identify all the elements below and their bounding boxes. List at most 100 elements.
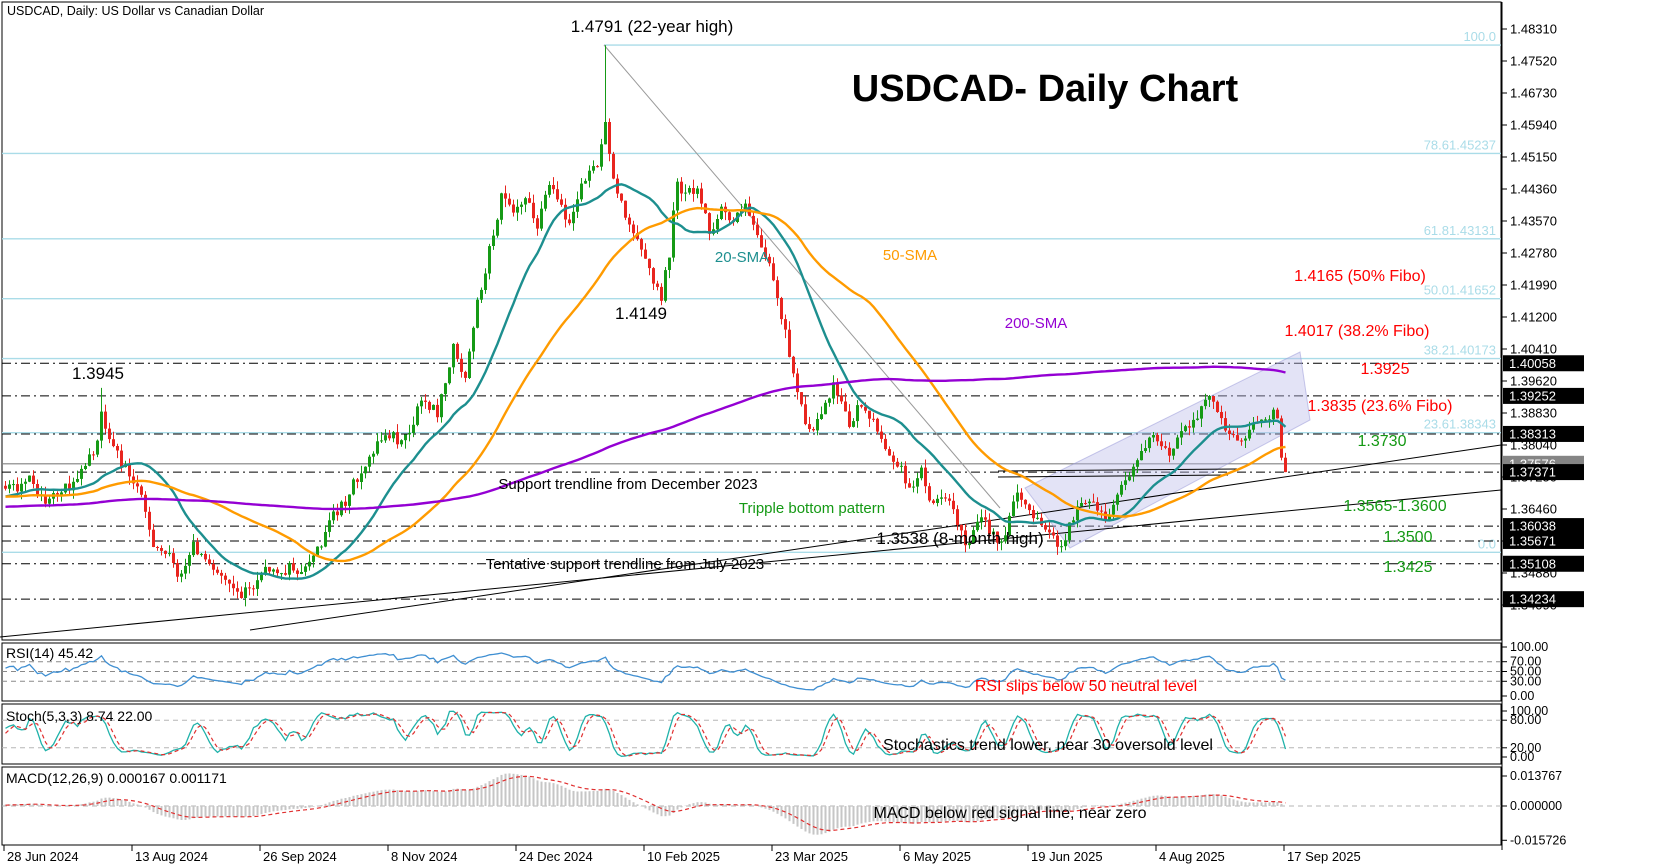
date-label: 24 Dec 2024 — [519, 849, 593, 864]
date-label: 6 May 2025 — [903, 849, 971, 864]
price-badge — [1503, 355, 1584, 372]
svg-text:30.00: 30.00 — [1510, 674, 1541, 688]
macd-indicator-label: MACD(12,26,9) 0.000167 0.001171 — [6, 770, 227, 786]
label-sma20: 20-SMA — [714, 249, 770, 266]
trendline-dec-2023 — [249, 444, 1502, 631]
date-label: 23 Mar 2025 — [775, 849, 848, 864]
svg-text:70.00: 70.00 — [1510, 655, 1541, 669]
macd-signal-line — [5, 775, 1286, 832]
stoch-k-line — [5, 710, 1287, 757]
time-axis: 28 Jun 2024 13 Aug 2024 26 Sep 2024 8 Nov 2… — [3, 845, 1361, 864]
label-jun-low: 1.3538 (8-month high) — [876, 529, 1044, 548]
svg-text:0.000000: 0.000000 — [1510, 799, 1562, 813]
price-tick: 1.36460 — [1510, 501, 1557, 516]
price-tick: 1.45940 — [1510, 117, 1557, 132]
label-fibo-382: 1.4017 (38.2% Fibo) — [1284, 323, 1430, 340]
neckline-a — [997, 468, 1238, 472]
svg-text:20.00: 20.00 — [1510, 741, 1541, 755]
price-tick: 1.45150 — [1510, 149, 1557, 164]
label-zone-13565: 1.3565-1.3600 — [1343, 498, 1447, 515]
fibo-label-38.2: 38.21.40173 — [1424, 343, 1496, 358]
label-res-13925: 1.3925 — [1360, 361, 1410, 378]
fibo-label-23.6: 23.61.38343 — [1424, 417, 1496, 432]
price-tick: 1.41990 — [1510, 277, 1557, 292]
fibo-label-78.6: 78.61.45237 — [1424, 137, 1496, 152]
price-tick: 1.40410 — [1510, 341, 1557, 356]
label-sup-13500: 1.3500 — [1383, 529, 1433, 546]
trendline-jul-2023 — [0, 489, 1502, 638]
date-label: 13 Aug 2024 — [135, 849, 208, 864]
date-label: 4 Aug 2025 — [1159, 849, 1225, 864]
chart-title: USDCAD- Daily Chart — [851, 68, 1239, 110]
rsi-indicator-label: RSI(14) 45.42 — [6, 645, 94, 661]
svg-text:1.39252: 1.39252 — [1509, 388, 1556, 403]
stoch-indicator-label: Stoch(5,3,3) 8.74 22.00 — [6, 708, 153, 724]
svg-text:0.013767: 0.013767 — [1510, 769, 1562, 783]
label-aug-high: 1.3945 — [72, 364, 124, 383]
svg-text:-0.015726: -0.015726 — [1510, 833, 1566, 847]
price-tick: 1.39620 — [1510, 373, 1557, 388]
label-trendline-jul: Tentative support trendline from July 20… — [485, 556, 765, 573]
price-tick: 1.44360 — [1510, 181, 1557, 196]
sma-20-line — [5, 183, 1287, 580]
label-sup-13730: 1.3730 — [1357, 433, 1407, 450]
date-label: 28 Jun 2024 — [7, 849, 79, 864]
svg-text:0.00: 0.00 — [1510, 750, 1534, 764]
svg-text:1.38313: 1.38313 — [1509, 426, 1556, 441]
price-tick: 1.41200 — [1510, 309, 1557, 324]
price-tick: 1.46730 — [1510, 85, 1557, 100]
fibo-label-0.0: 0.0 — [1478, 536, 1496, 551]
label-trendline-dec: Support trendline from December 2023 — [498, 476, 758, 493]
level-lines — [2, 362, 1501, 600]
label-fibo-236: 1.3835 (23.6% Fibo) — [1307, 398, 1453, 415]
fibo-label-100.0: 100.0 — [1463, 29, 1496, 44]
svg-text:100.00: 100.00 — [1510, 704, 1548, 718]
label-sup-13425: 1.3425 — [1383, 559, 1433, 576]
note-rsi: RSI slips below 50 neutral level — [974, 678, 1198, 695]
macd-panel: 0.013767 0.000000 -0.015726 — [2, 769, 1566, 847]
fibo-label-50.0: 50.01.41652 — [1424, 283, 1496, 298]
svg-text:1.35108: 1.35108 — [1509, 556, 1556, 571]
svg-text:80.00: 80.00 — [1510, 713, 1541, 727]
sma-200-line — [5, 365, 1286, 511]
svg-text:100.00: 100.00 — [1510, 640, 1548, 654]
note-macd: MACD below red signal line, near zero — [873, 805, 1147, 822]
price-tick: 1.47520 — [1510, 53, 1557, 68]
price-badge — [1503, 518, 1584, 535]
rising-channel — [1024, 351, 1311, 549]
neckline-b — [997, 474, 1229, 478]
svg-text:0.00: 0.00 — [1510, 689, 1534, 703]
svg-text:1.36038: 1.36038 — [1509, 519, 1556, 534]
price-badge — [1503, 555, 1584, 572]
trendlines-layer — [0, 44, 1502, 638]
price-axis: 1.48310 1.47520 1.46730 1.45940 1.45150 1.443… — [1502, 22, 1584, 612]
stoch-d-line — [5, 711, 1287, 757]
label-sma50: 50-SMA — [882, 247, 938, 264]
price-badge — [1503, 464, 1584, 481]
price-tick: 1.48310 — [1510, 22, 1557, 37]
label-peak-high: 1.4791 (22-year high) — [570, 17, 734, 36]
note-stoch: Stochastics trend lower, near 30 oversol… — [883, 737, 1213, 754]
fibo-label-61.8: 61.81.43131 — [1424, 223, 1496, 238]
date-label: 17 Sep 2025 — [1287, 849, 1361, 864]
fibonacci-layer: 100.0 78.61.45237 61.81.43131 50.01.41652 38… — [2, 29, 1501, 553]
svg-text:50.00: 50.00 — [1510, 665, 1541, 679]
label-triple-bottom: Tripple bottom pattern — [738, 500, 886, 517]
symbol-header: USDCAD, Daily: US Dollar vs Canadian Dol… — [7, 4, 265, 18]
label-feb-dip: 1.4149 — [615, 304, 667, 323]
candles-layer — [4, 45, 1287, 607]
price-tick: 1.38830 — [1510, 405, 1557, 420]
price-badge — [1503, 387, 1584, 404]
price-tick: 1.43570 — [1510, 213, 1557, 228]
label-sma200: 200-SMA — [1004, 315, 1068, 332]
price-badge — [1503, 425, 1584, 442]
svg-text:1.40058: 1.40058 — [1509, 356, 1556, 371]
label-fibo-50: 1.4165 (50% Fibo) — [1294, 268, 1426, 285]
svg-text:1.35671: 1.35671 — [1509, 533, 1556, 548]
date-label: 19 Jun 2025 — [1031, 849, 1103, 864]
svg-text:1.34234: 1.34234 — [1509, 592, 1556, 607]
